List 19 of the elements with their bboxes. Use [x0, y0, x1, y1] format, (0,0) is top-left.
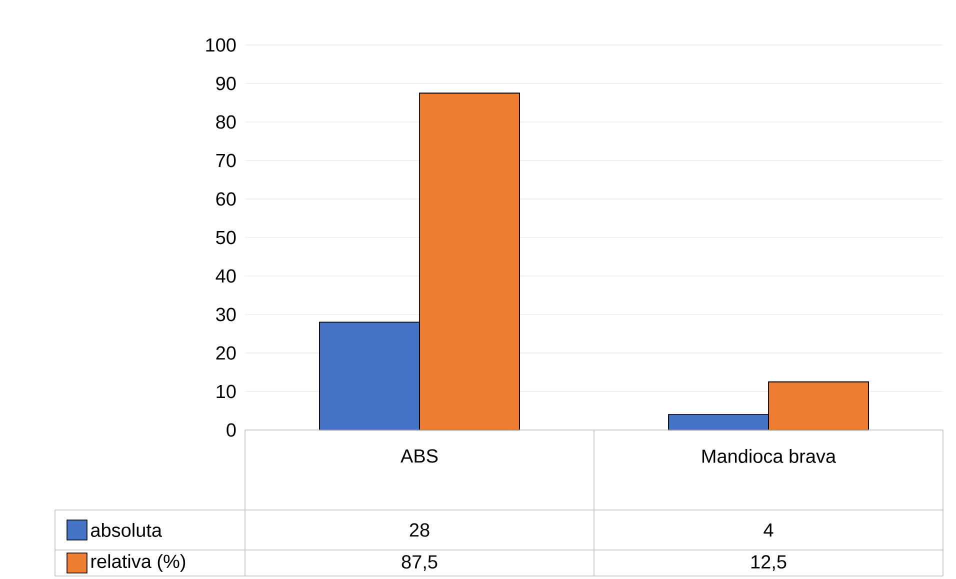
- x-tick-label: ABS: [400, 449, 438, 463]
- legend-label: absoluta: [91, 523, 162, 537]
- y-tick-label: 60: [216, 192, 236, 206]
- data-label: 12,5: [751, 555, 786, 571]
- data-label: 87,5: [402, 555, 438, 571]
- y-tick-label: 0: [226, 423, 236, 437]
- data-label: 4: [764, 523, 774, 537]
- y-tick-label: 80: [216, 115, 236, 129]
- y-tick-label: 50: [216, 230, 236, 244]
- y-tick-label: 20: [216, 346, 236, 360]
- y-tick-label: 10: [216, 384, 236, 398]
- x-tick-label: Mandioca brava: [702, 449, 836, 463]
- legend-label: relativa (%): [91, 554, 186, 572]
- y-tick-label: 70: [216, 154, 236, 168]
- y-tick-label: 90: [216, 76, 236, 90]
- y-tick-label: 30: [216, 308, 236, 322]
- y-tick-label: 40: [216, 269, 236, 283]
- y-tick-label: 100: [206, 38, 236, 52]
- data-label: 28: [410, 523, 430, 537]
